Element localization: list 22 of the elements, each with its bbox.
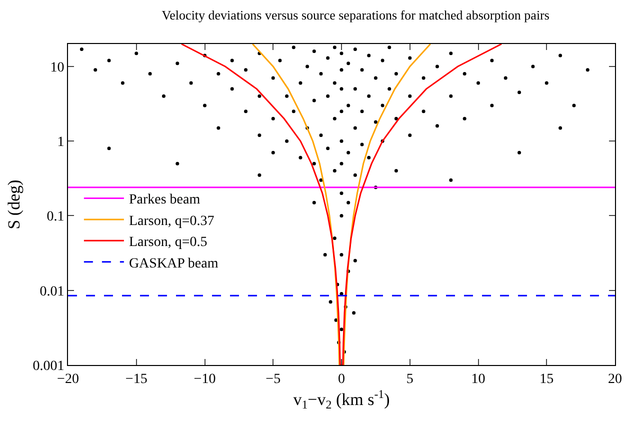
x-tick-label: −20: [57, 372, 79, 387]
y-tick-label: 0.01: [40, 284, 64, 300]
y-tick-label: 10: [50, 60, 64, 76]
x-tick-label: −15: [125, 372, 148, 387]
legend-label: Larson, q=0.5: [128, 235, 208, 250]
y-tick-label: 0.001: [32, 358, 64, 374]
legend-label: Larson, q=0.37: [128, 214, 214, 229]
x-tick-label: 0: [338, 372, 345, 387]
chart-title: Velocity deviations versus source separations for matched absorption pairs: [162, 8, 550, 23]
legend-label: GASKAP beam: [128, 256, 218, 272]
x-tick-label: 10: [471, 372, 486, 387]
x-tick-label: −10: [194, 372, 216, 387]
legend-label: Parkes beam: [128, 192, 200, 208]
x-tick-label: 20: [608, 372, 622, 387]
y-tick-label: 1: [57, 135, 64, 150]
x-tick-label: 5: [406, 372, 414, 387]
y-tick-label: 0.1: [46, 210, 64, 225]
x-axis-title: v$_{1}$−v$_{2}$ (km s$^{-1}$): [293, 386, 390, 412]
y-axis-title: S (deg): [4, 180, 24, 230]
x-tick-label: 15: [540, 372, 554, 387]
x-tick-label: −5: [266, 372, 281, 387]
line-series: [252, 44, 432, 365]
